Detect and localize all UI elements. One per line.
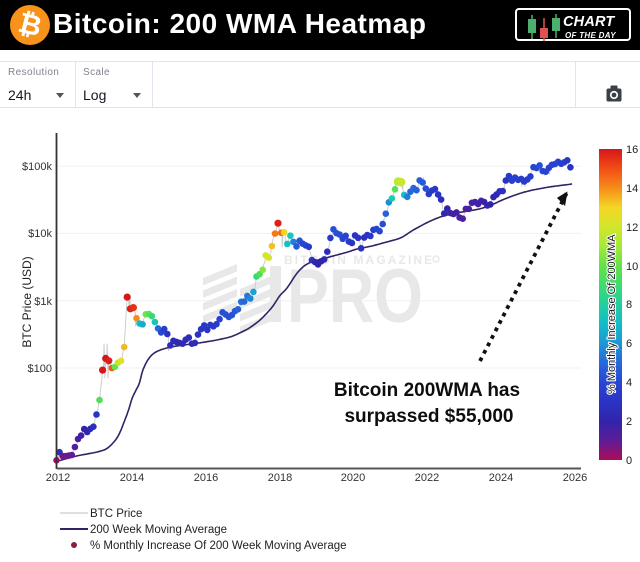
svg-text:BTC Price: BTC Price <box>90 508 142 520</box>
svg-text:16: 16 <box>626 144 638 156</box>
svg-text:$100: $100 <box>28 363 52 375</box>
svg-text:200 Week Moving Average: 200 Week Moving Average <box>90 524 227 536</box>
svg-text:2014: 2014 <box>120 472 144 484</box>
svg-text:6: 6 <box>626 338 632 350</box>
svg-text:2020: 2020 <box>341 472 365 484</box>
svg-text:2: 2 <box>626 416 632 428</box>
svg-text:$10k: $10k <box>28 228 52 240</box>
svg-text:2022: 2022 <box>415 472 439 484</box>
svg-text:2026: 2026 <box>563 472 587 484</box>
svg-text:PRO: PRO <box>287 254 423 339</box>
svg-text:$100k: $100k <box>22 161 52 173</box>
svg-text:4: 4 <box>626 377 632 389</box>
svg-text:% Monthly Increase Of 200 Week: % Monthly Increase Of 200 Week Moving Av… <box>90 540 347 552</box>
svg-text:14: 14 <box>626 183 638 195</box>
svg-text:2018: 2018 <box>268 472 292 484</box>
svg-text:surpassed $55,000: surpassed $55,000 <box>344 406 513 427</box>
svg-text:0: 0 <box>626 455 632 467</box>
svg-text:10: 10 <box>626 261 638 273</box>
svg-text:2024: 2024 <box>489 472 513 484</box>
svg-text:8: 8 <box>626 299 632 311</box>
svg-text:$1k: $1k <box>34 296 52 308</box>
svg-text:% Monthly Increase Of 200WMA: % Monthly Increase Of 200WMA <box>606 234 618 394</box>
svg-text:12: 12 <box>626 222 638 234</box>
svg-text:2012: 2012 <box>46 472 70 484</box>
svg-text:2016: 2016 <box>194 472 218 484</box>
svg-text:Bitcoin 200WMA has: Bitcoin 200WMA has <box>334 380 520 401</box>
svg-text:BTC Price (USD): BTC Price (USD) <box>20 256 34 347</box>
